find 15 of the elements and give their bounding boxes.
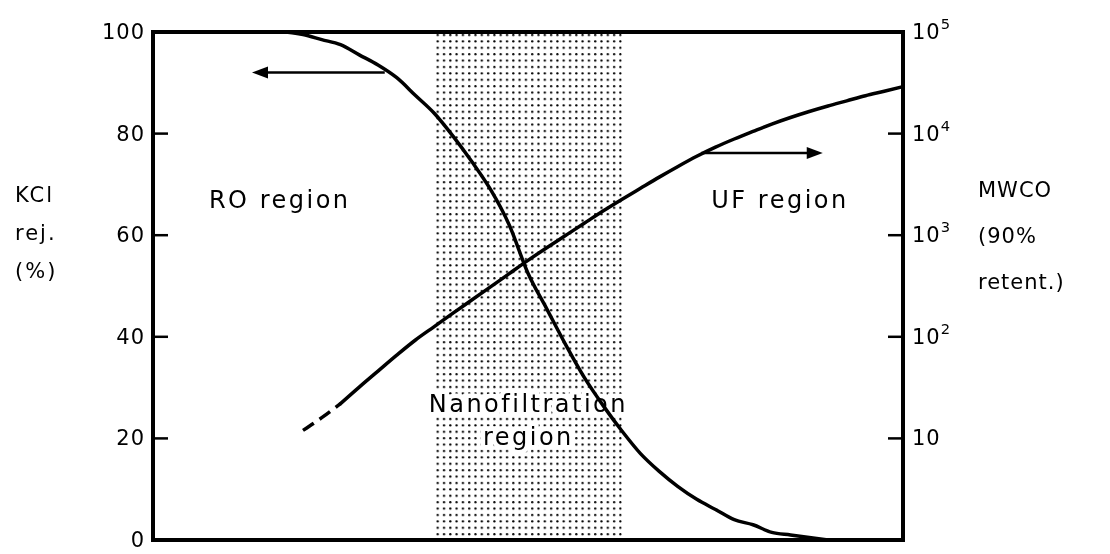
y-tick-label: 20 (116, 426, 145, 451)
y-axis-title: KCl rej. (%) (15, 183, 58, 283)
y2-tick-label: 10$^{4}$ (912, 116, 952, 146)
y-tick-label: 60 (116, 223, 145, 248)
y-tick-label: 100 (101, 20, 145, 44)
y2-tick-label: 10$^{2}$ (912, 319, 952, 349)
y2-axis-title: MWCO (90% retent.) (978, 178, 1065, 294)
y-tick-label: 40 (116, 324, 145, 349)
y-tick-label: 80 (116, 121, 145, 146)
y2-tick-label: 10$^{3}$ (912, 218, 952, 248)
y-tick-label: 0 (130, 528, 145, 552)
annotation: RO region (208, 185, 351, 214)
y2-tick-label: 10 (912, 426, 941, 451)
annotation: UF region (711, 185, 849, 214)
y2-tick-label: 10$^{5}$ (912, 15, 952, 44)
